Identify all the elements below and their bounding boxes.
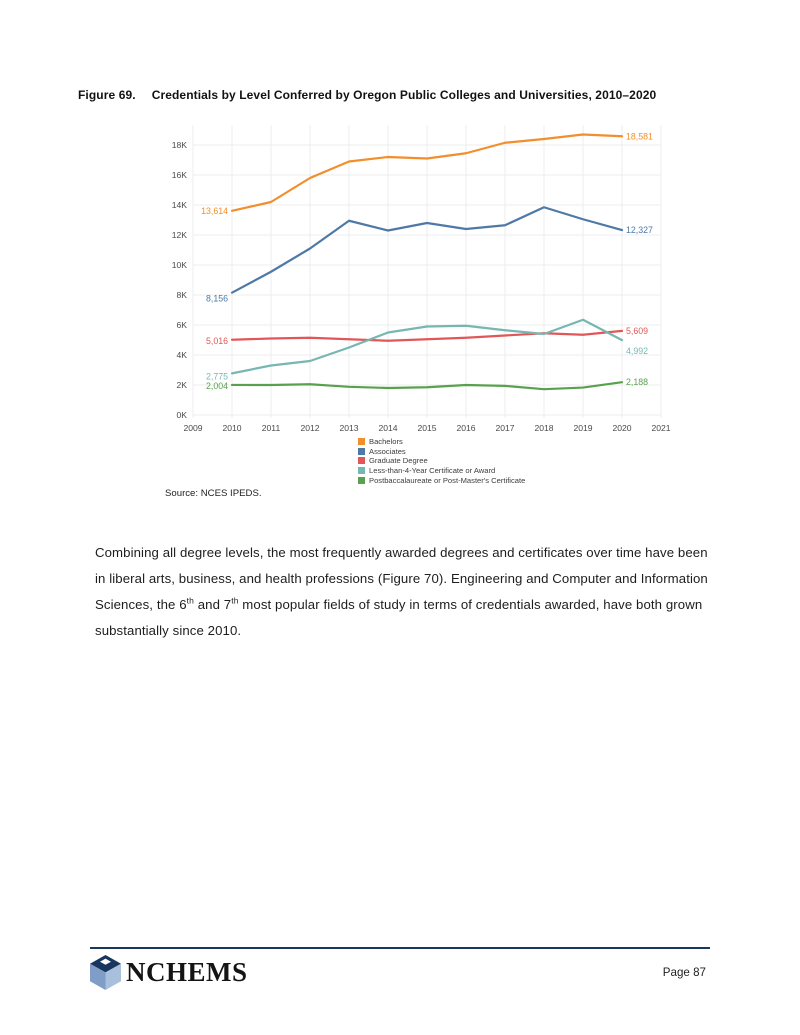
series-end-label: 12,327	[626, 225, 653, 235]
series-line	[230, 381, 624, 391]
y-axis-tick-label: 4K	[176, 350, 187, 360]
x-axis-tick-label: 2009	[183, 423, 202, 433]
body-paragraph: Combining all degree levels, the most fr…	[95, 540, 717, 643]
x-axis-tick-label: 2020	[612, 423, 631, 433]
y-axis-tick-label: 10K	[172, 260, 188, 270]
x-axis-tick-label: 2011	[262, 423, 281, 433]
paragraph-text: most popular fields of study in terms of…	[95, 596, 703, 638]
legend-swatch	[358, 466, 365, 474]
series-end-label: 4,992	[626, 346, 648, 356]
legend-item: Associates	[358, 446, 525, 456]
y-axis-tick-label: 2K	[176, 380, 187, 390]
chart-legend: Bachelors Associates Graduate Degree Less-t…	[358, 437, 526, 485]
figure-title: Credentials by Level Conferred by Oregon…	[151, 88, 657, 102]
page-number: Page 87	[662, 966, 706, 979]
series-start-label: 13,614	[201, 206, 228, 216]
series-start-label: 5,016	[206, 336, 228, 346]
series-start-label: 2,004	[206, 381, 228, 391]
x-axis-tick-label: 2019	[573, 423, 592, 433]
legend-label: Bachelors	[369, 437, 403, 447]
series-start-label: 8,156	[206, 294, 228, 304]
figure-label: Figure 69.	[78, 88, 136, 102]
superscript-text: th	[186, 595, 194, 606]
x-axis-tick-label: 2015	[417, 423, 436, 433]
y-axis-tick-label: 16K	[172, 170, 188, 180]
x-axis-tick-label: 2018	[534, 423, 553, 433]
footer-rule	[90, 947, 710, 949]
paragraph-text: Combining all degree levels, the most fr…	[95, 545, 708, 612]
legend-item: Bachelors	[358, 437, 525, 447]
series-line	[230, 329, 624, 342]
series-line	[230, 133, 624, 212]
legend-item: Postbaccalaureate or Post-Master's Certi…	[358, 475, 526, 485]
x-axis-tick-label: 2017	[495, 423, 514, 433]
legend-swatch	[358, 447, 365, 455]
legend-label: Associates	[369, 446, 406, 456]
legend-swatch	[358, 438, 365, 446]
source-note: Source: NCES IPEDS.	[165, 488, 262, 499]
x-axis-tick-label: 2010	[222, 423, 241, 433]
cube-logo-icon	[90, 955, 121, 990]
legend-item: Less-than-4-Year Certificate or Award	[358, 465, 525, 475]
legend-label: Graduate Degree	[369, 456, 428, 466]
x-axis-tick-label: 2021	[651, 423, 670, 433]
paragraph-text: and 7	[193, 596, 232, 612]
series-start-label: 2,775	[206, 371, 228, 381]
y-axis-tick-label: 8K	[176, 290, 187, 300]
legend-label: Less-than-4-Year Certificate or Award	[369, 465, 496, 475]
y-axis-tick-label: 14K	[172, 200, 188, 210]
legend-item: Graduate Degree	[358, 456, 525, 466]
legend-swatch	[358, 476, 365, 484]
x-axis-tick-label: 2013	[339, 423, 358, 433]
line-chart-container: 0K 2K 4K 6K 8K 10K 12K 14K 16K 18K 2009 2010 2011 201…	[165, 118, 695, 438]
superscript-text: th	[231, 595, 239, 606]
y-axis-tick-label: 0K	[176, 410, 187, 420]
series-end-label: 5,609	[626, 326, 648, 336]
series-line	[230, 206, 624, 294]
x-axis-tick-label: 2014	[378, 423, 397, 433]
figure-caption: Figure 69. Credentials by Level Conferre…	[78, 88, 738, 102]
legend-swatch	[358, 457, 365, 465]
logo-text: NCHEMS	[126, 957, 248, 987]
series-end-label: 2,188	[626, 377, 648, 387]
nchems-logo: NCHEMS	[88, 954, 248, 991]
y-axis-tick-label: 12K	[172, 230, 188, 240]
y-axis-tick-label: 18K	[172, 140, 188, 150]
series-end-label: 18,581	[626, 131, 653, 141]
series-line	[230, 318, 624, 375]
line-chart: 0K 2K 4K 6K 8K 10K 12K 14K 16K 18K 2009 2010 2011 201…	[172, 125, 671, 433]
x-axis-tick-label: 2012	[300, 423, 319, 433]
x-axis-tick-label: 2016	[456, 423, 475, 433]
y-axis-tick-label: 6K	[176, 320, 187, 330]
legend-label: Postbaccalaureate or Post-Master's Certi…	[369, 475, 526, 485]
